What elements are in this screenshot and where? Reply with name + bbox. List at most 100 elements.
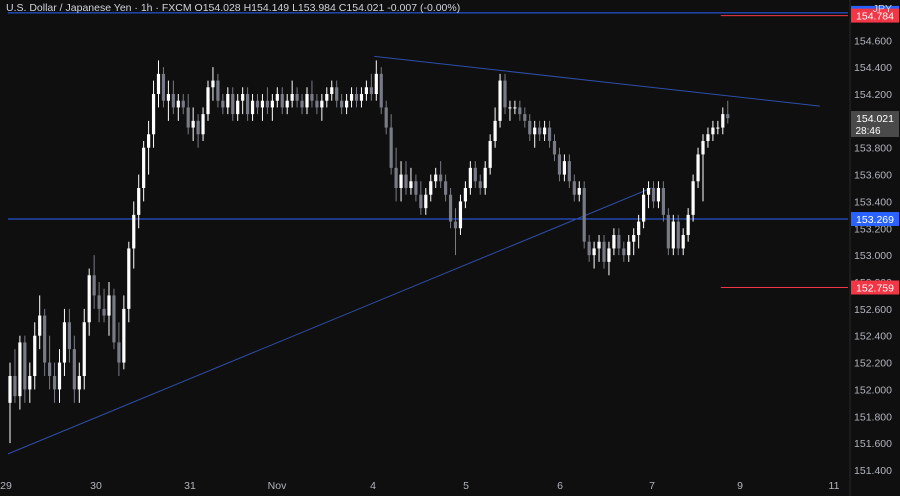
candle (171, 80, 175, 115)
candle-body (374, 73, 378, 94)
candle-body (642, 194, 646, 222)
candle-body (656, 188, 661, 202)
price-tick-label: 151.600 (854, 438, 892, 450)
candle (538, 120, 542, 141)
price-tag[interactable]: 153.269 (851, 212, 899, 227)
price-tick-label: 151.800 (854, 411, 892, 423)
candle-body (439, 174, 443, 182)
candle (320, 94, 324, 121)
candle (330, 80, 334, 101)
candle (8, 362, 12, 444)
candle (216, 73, 220, 108)
candle-body (117, 342, 121, 363)
candle (151, 80, 156, 148)
currency-label[interactable]: JPY (872, 3, 892, 15)
candle-body (651, 188, 656, 202)
candle-body (43, 315, 47, 363)
close-value: 154.021 (346, 2, 385, 14)
trendlines (7, 55, 820, 455)
candle-body (275, 94, 279, 101)
candle (444, 174, 448, 202)
candle-body (260, 100, 265, 108)
candle-body (57, 362, 62, 390)
symbol-title[interactable]: U.S. Dollar / Japanese Yen · 1h · FXCM (6, 2, 192, 14)
candle (117, 322, 121, 376)
candle-body (206, 87, 210, 115)
candle (43, 308, 47, 376)
candle-body (676, 221, 680, 249)
candle (434, 167, 438, 188)
candle-body (72, 349, 76, 390)
high-value: 154.149 (251, 2, 290, 14)
candle (642, 188, 646, 229)
candle-body (528, 120, 532, 135)
candle-body (632, 235, 636, 242)
candle (246, 87, 250, 121)
candle (562, 154, 566, 182)
candle (62, 308, 67, 376)
candle (290, 80, 294, 108)
candle-body (92, 275, 96, 296)
candle (102, 288, 106, 323)
time-axis[interactable]: 29 30 31 Nov 4 5 6 7 9 11 (0, 480, 839, 492)
time-tick-label: 7 (649, 480, 655, 492)
candle (399, 161, 403, 202)
candle (463, 181, 467, 209)
candle-body (602, 241, 606, 262)
candle-body (176, 100, 180, 108)
candle (67, 308, 71, 363)
candle-body (434, 174, 438, 182)
candle-body (681, 235, 685, 249)
candle-body (572, 181, 576, 195)
candle-body (325, 94, 329, 101)
candle (97, 282, 101, 323)
candle-body (295, 94, 299, 101)
time-tick-label: 31 (184, 480, 196, 492)
candle (265, 87, 269, 115)
candle-body (592, 248, 596, 256)
price-tick-label: 152.600 (854, 304, 892, 316)
candle (394, 147, 398, 202)
trendline[interactable] (374, 55, 820, 107)
low-label: L (292, 2, 298, 14)
candle-body (637, 221, 641, 235)
candle-body (340, 100, 344, 108)
candle-body (265, 100, 269, 108)
candle (191, 107, 195, 141)
candle (661, 181, 665, 222)
price-tick-label: 154.200 (854, 89, 892, 101)
price-tick-label: 154.400 (854, 62, 892, 74)
candle-body (186, 107, 190, 128)
candle (424, 188, 428, 215)
candle-body (127, 248, 131, 309)
price-tick-label: 154.600 (854, 35, 892, 47)
candle-body (691, 181, 695, 215)
candle (716, 120, 720, 135)
candle-body (414, 181, 418, 195)
candle-body (617, 235, 621, 249)
candles (8, 60, 730, 444)
candle (592, 241, 596, 269)
price-tag[interactable]: 152.759 (851, 280, 899, 295)
price-tag[interactable]: 154.784 (851, 8, 899, 23)
candle-body (23, 342, 27, 390)
candle-body (67, 322, 71, 350)
candle (270, 94, 274, 121)
candle (666, 208, 670, 256)
candle-body (33, 335, 37, 376)
candle-body (300, 100, 304, 108)
candle (567, 154, 571, 188)
candle (82, 308, 86, 390)
candle (18, 335, 22, 410)
candle (260, 94, 265, 121)
trendline[interactable] (7, 187, 652, 455)
candle (127, 241, 131, 323)
candle-body (429, 181, 433, 195)
candle (513, 100, 517, 115)
candle (533, 120, 537, 148)
candle-body (562, 161, 566, 175)
candle (161, 67, 166, 108)
candle (231, 87, 235, 121)
